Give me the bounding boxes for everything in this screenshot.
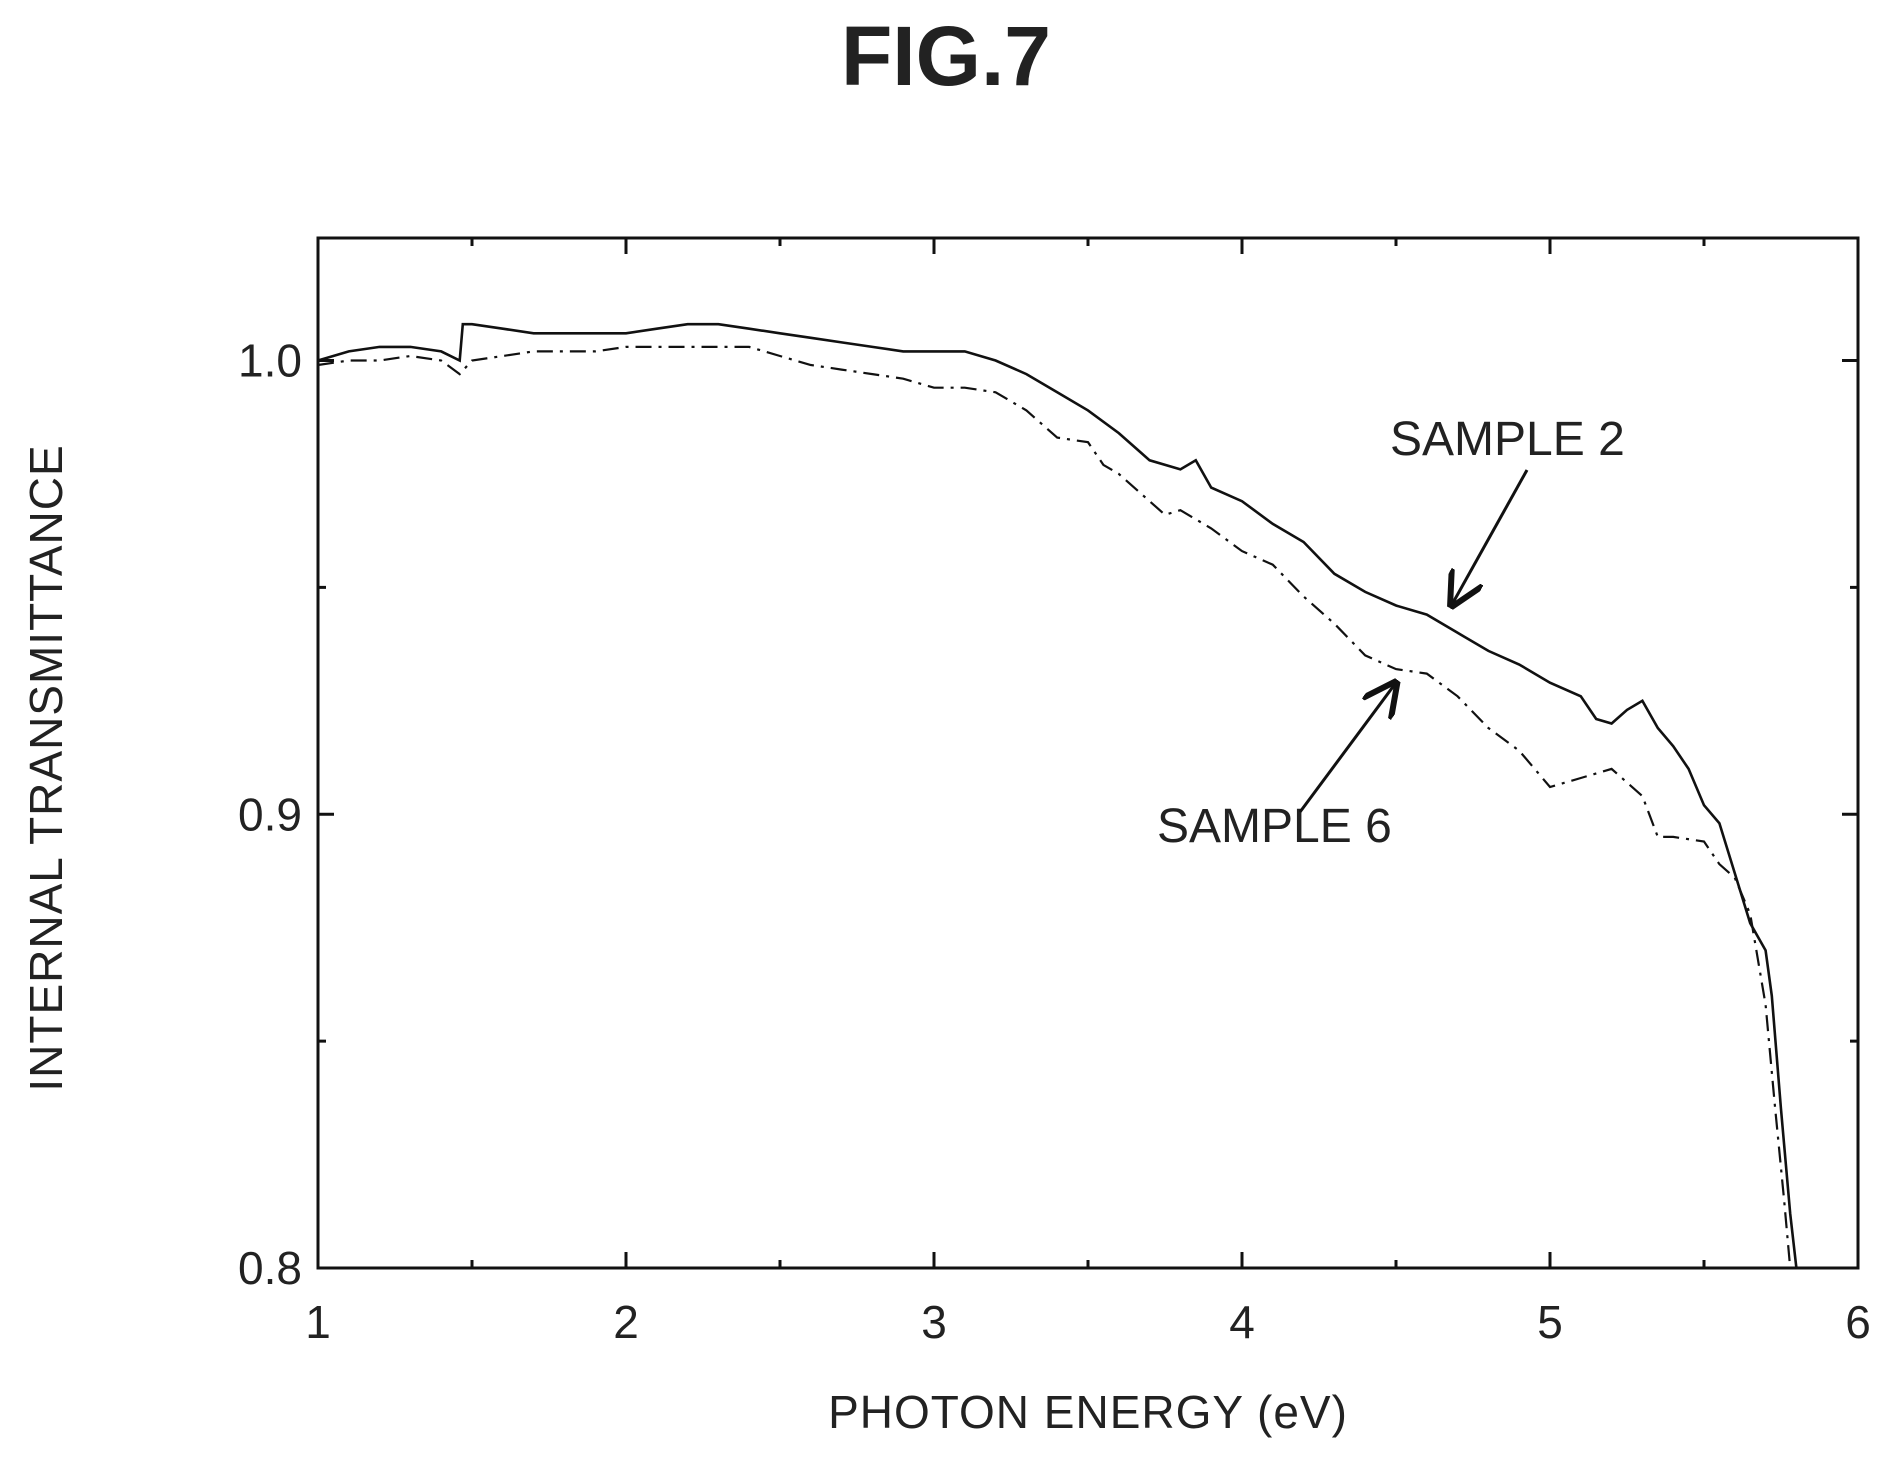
annotation-sample-6-label: SAMPLE 6 — [1157, 800, 1392, 853]
x-tick-label: 4 — [1229, 1296, 1255, 1348]
figure-title: FIG.7 — [841, 9, 1051, 103]
annotation-sample-2-arrow — [1451, 469, 1529, 606]
y-axis-label: INTERNAL TRANSMITTANCE — [20, 444, 72, 1091]
y-tick-label: 0.9 — [238, 788, 302, 840]
plot-frame — [316, 236, 1860, 1270]
y-tick-label: 0.8 — [238, 1242, 302, 1294]
series-line-sample-2 — [317, 322, 1798, 1269]
x-axis-label: PHOTON ENERGY (eV) — [828, 1386, 1348, 1438]
x-tick-label: 6 — [1845, 1296, 1871, 1348]
annotation-sample-6-arrow — [1298, 683, 1396, 813]
axis-tick-labels: 1 2 3 4 5 6 0.8 0.9 1.0 — [238, 335, 1871, 1348]
axis-ticks — [316, 238, 1860, 1270]
plot-area: 1 2 3 4 5 6 0.8 0.9 1.0 SAMPLE 2 SAMPLE 6 — [238, 236, 1871, 1348]
y-tick-label: 1.0 — [238, 335, 302, 387]
annotation-layer: SAMPLE 2 SAMPLE 6 — [1157, 413, 1625, 853]
x-tick-label: 2 — [613, 1296, 639, 1348]
series-line-sample-6 — [317, 345, 1792, 1269]
x-tick-label: 3 — [921, 1296, 947, 1348]
series-layer — [317, 322, 1798, 1269]
annotation-sample-2-label: SAMPLE 2 — [1390, 413, 1625, 466]
x-tick-label: 5 — [1537, 1296, 1563, 1348]
x-tick-label: 1 — [305, 1296, 331, 1348]
